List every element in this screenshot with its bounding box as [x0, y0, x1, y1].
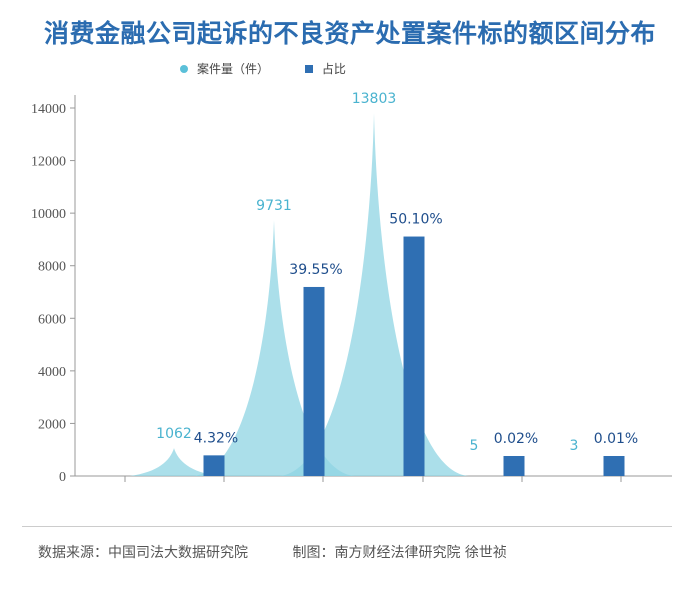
share-bar	[204, 455, 225, 476]
share-data-label: 0.02%	[494, 431, 538, 447]
share-bar	[304, 287, 325, 476]
share-bar	[504, 456, 525, 476]
y-tick-label: 10000	[31, 207, 66, 222]
share-data-label: 39.55%	[289, 262, 342, 278]
count-data-label: 1062	[156, 426, 192, 442]
footer-divider	[22, 526, 672, 527]
count-data-label: 5	[470, 438, 479, 454]
footer-source: 数据来源：中国司法大数据研究院	[38, 545, 248, 561]
share-bar	[604, 456, 625, 476]
share-bar	[404, 237, 425, 476]
y-tick-label: 8000	[38, 260, 66, 275]
share-data-label: 50.10%	[389, 212, 442, 228]
footer-credit: 制图：南方财经法律研究院 徐世祯	[292, 545, 506, 561]
y-tick-label: 14000	[31, 102, 66, 117]
y-tick-label: 0	[59, 470, 66, 485]
share-data-label: 4.32%	[194, 430, 238, 446]
count-data-label: 9731	[256, 198, 292, 214]
y-tick-label: 4000	[38, 365, 66, 380]
y-tick-label: 6000	[38, 312, 66, 327]
share-data-label: 0.01%	[594, 431, 638, 447]
y-tick-label: 12000	[31, 155, 66, 170]
count-data-label: 3	[570, 438, 579, 454]
y-tick-label: 2000	[38, 417, 66, 432]
footer: 数据来源：中国司法大数据研究院 制图：南方财经法律研究院 徐世祯	[38, 542, 547, 562]
count-data-label: 13803	[352, 91, 397, 107]
